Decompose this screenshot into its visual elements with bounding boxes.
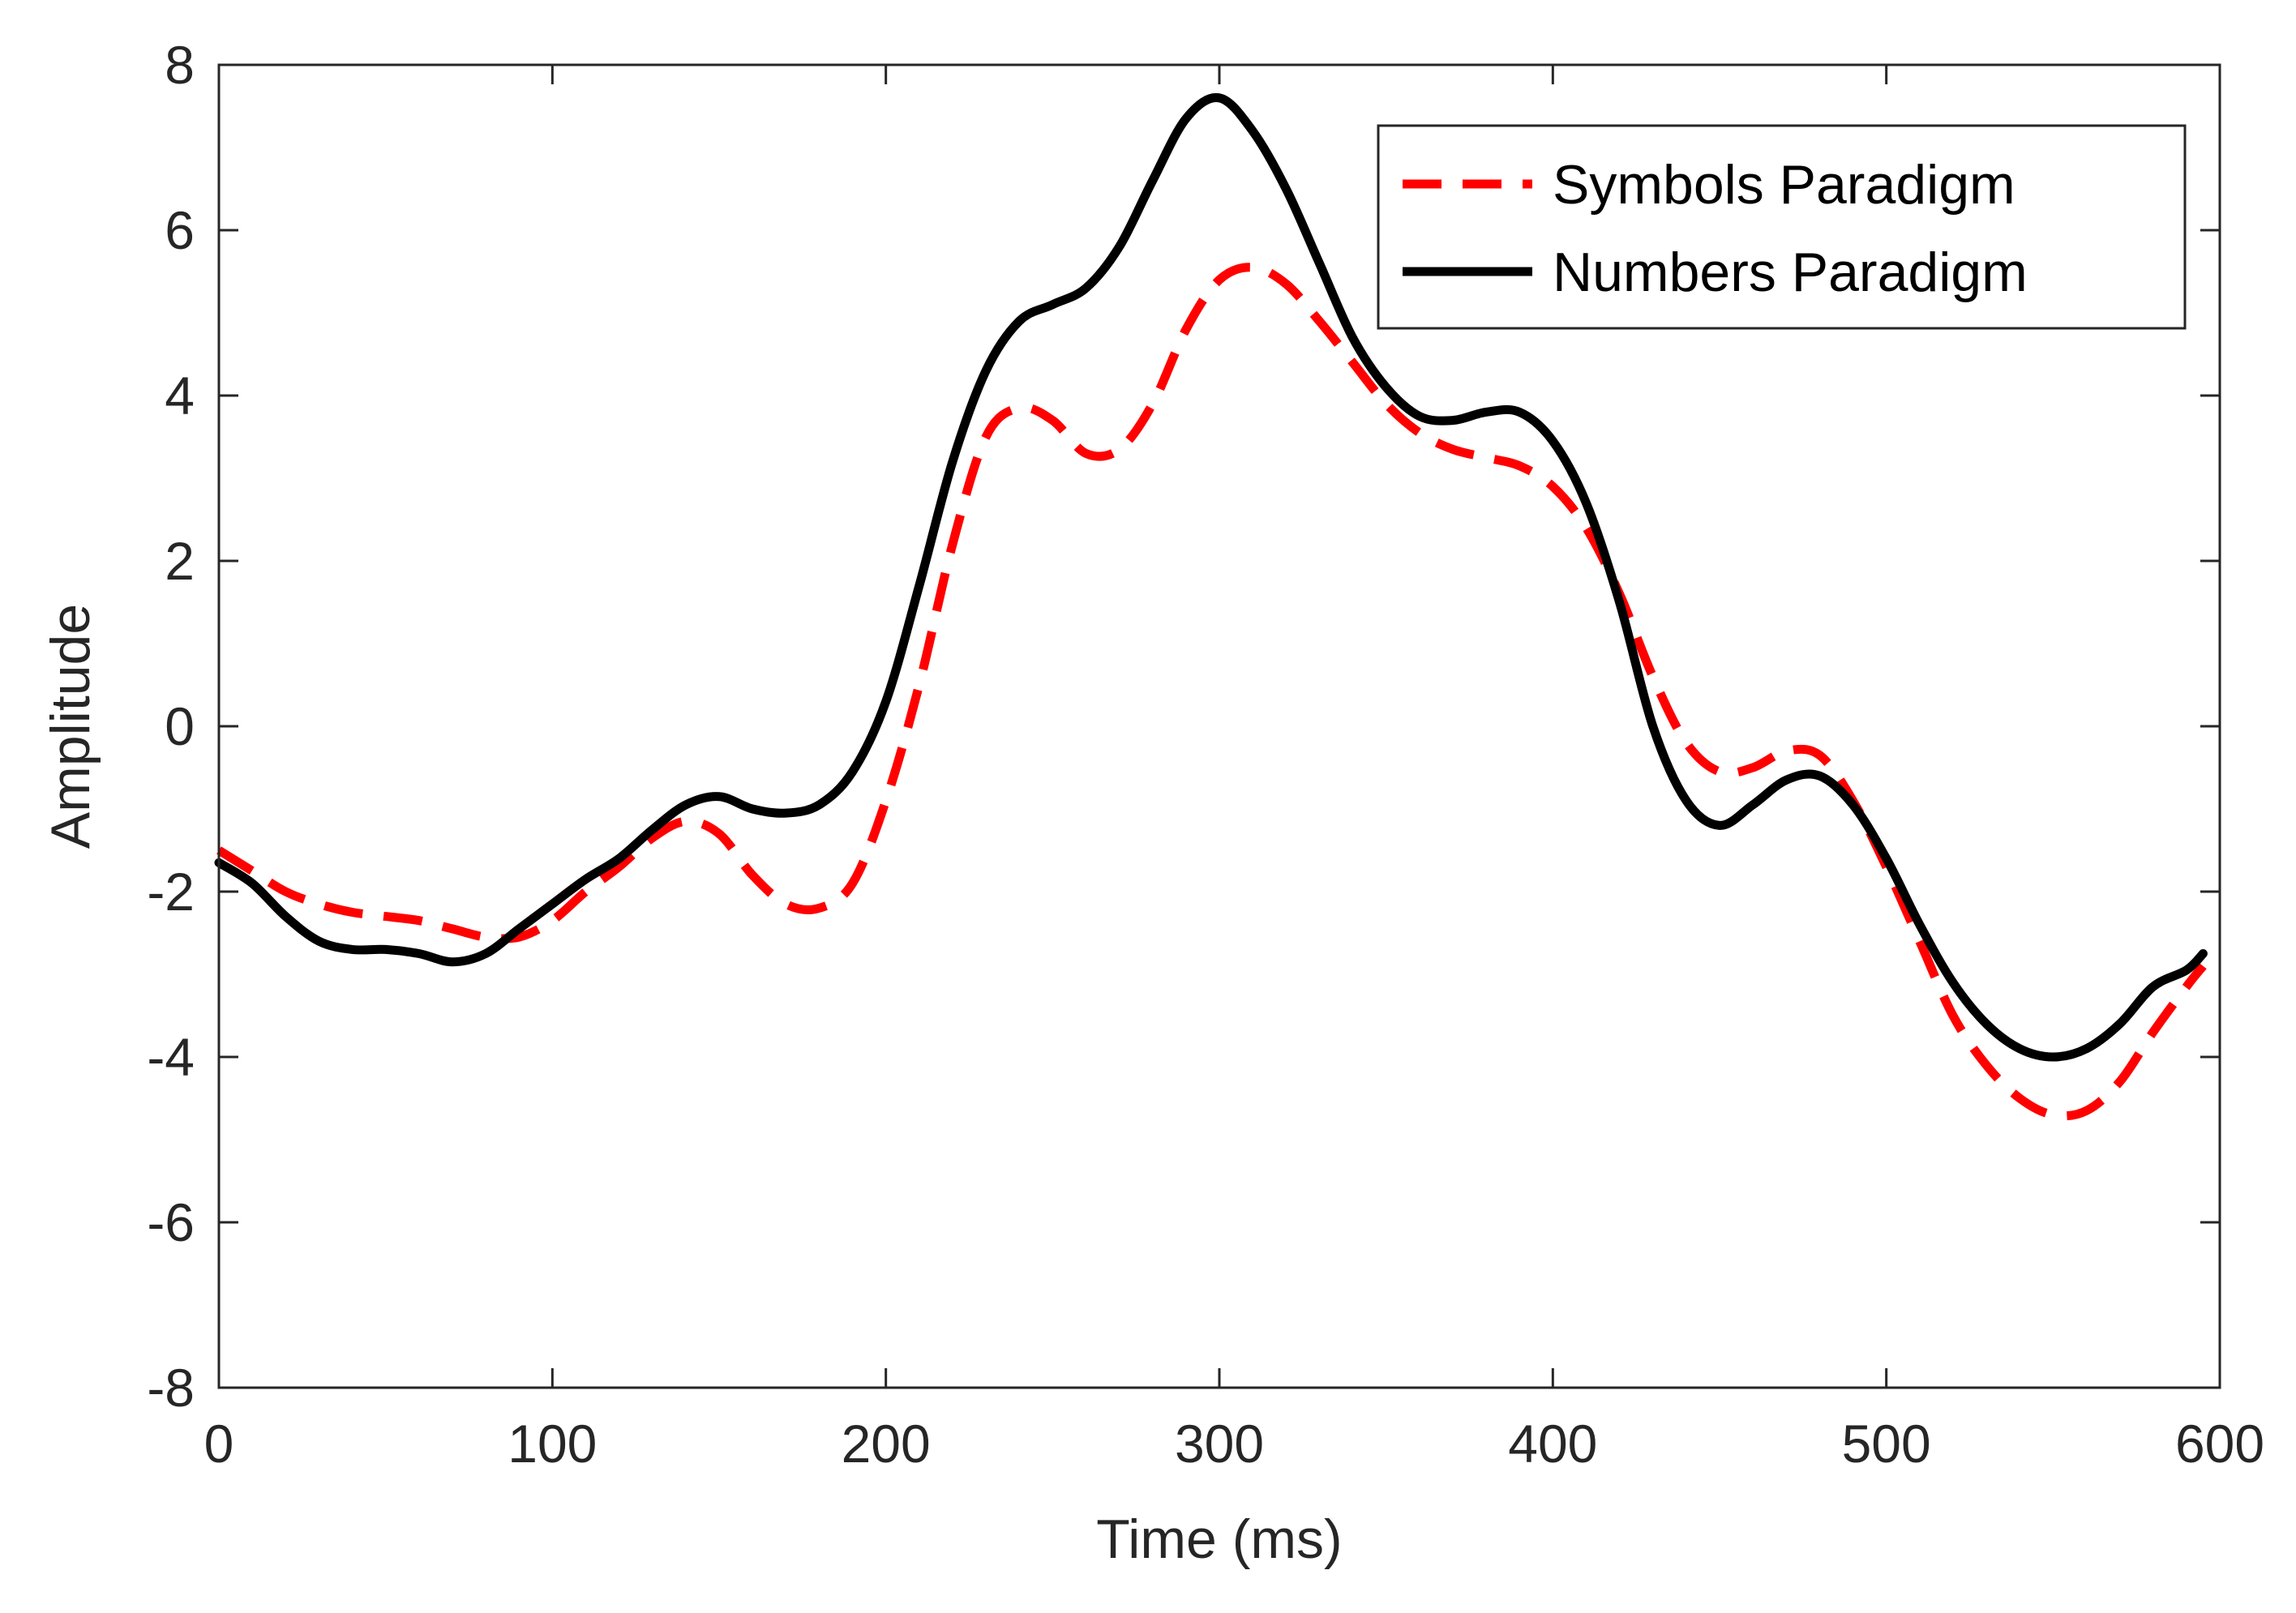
y-tick-label: 4 xyxy=(165,366,195,426)
x-tick-label: 400 xyxy=(1508,1414,1597,1474)
axis-ticks xyxy=(217,63,2221,1389)
x-tick-label: 0 xyxy=(204,1414,234,1474)
y-tick-label: 8 xyxy=(165,35,195,95)
legend-label-symbols-paradigm: Symbols Paradigm xyxy=(1553,154,2015,216)
legend: Symbols Paradigm Numbers Paradigm xyxy=(1377,124,2187,330)
y-tick-label: -8 xyxy=(147,1358,195,1418)
y-tick-label: 6 xyxy=(165,200,195,260)
x-tick-label: 500 xyxy=(1842,1414,1931,1474)
series-line-symbols-paradigm xyxy=(216,263,2207,1121)
axis-tick-labels: 0 100 200 300 400 500 600 -8 -6 -4 -2 0 2 4 6 8 xyxy=(147,35,2264,1474)
y-tick-label: 2 xyxy=(165,531,195,591)
y-tick-label: -6 xyxy=(147,1192,195,1252)
y-tick-label: -2 xyxy=(147,862,195,922)
x-tick-label: 600 xyxy=(2175,1414,2264,1474)
y-tick-label: 0 xyxy=(165,696,195,756)
series-line-numbers-paradigm xyxy=(214,92,2208,1062)
legend-label-numbers-paradigm: Numbers Paradigm xyxy=(1553,242,2028,303)
data-lines xyxy=(214,92,2208,1121)
y-tick-label: -4 xyxy=(147,1027,195,1087)
x-axis-label: Time (ms) xyxy=(1096,1508,1342,1570)
legend-box xyxy=(1377,124,2187,330)
x-tick-label: 100 xyxy=(508,1414,597,1474)
x-tick-label: 300 xyxy=(1175,1414,1264,1474)
y-axis-label: Amplitude xyxy=(40,604,101,849)
x-tick-label: 200 xyxy=(842,1414,931,1474)
